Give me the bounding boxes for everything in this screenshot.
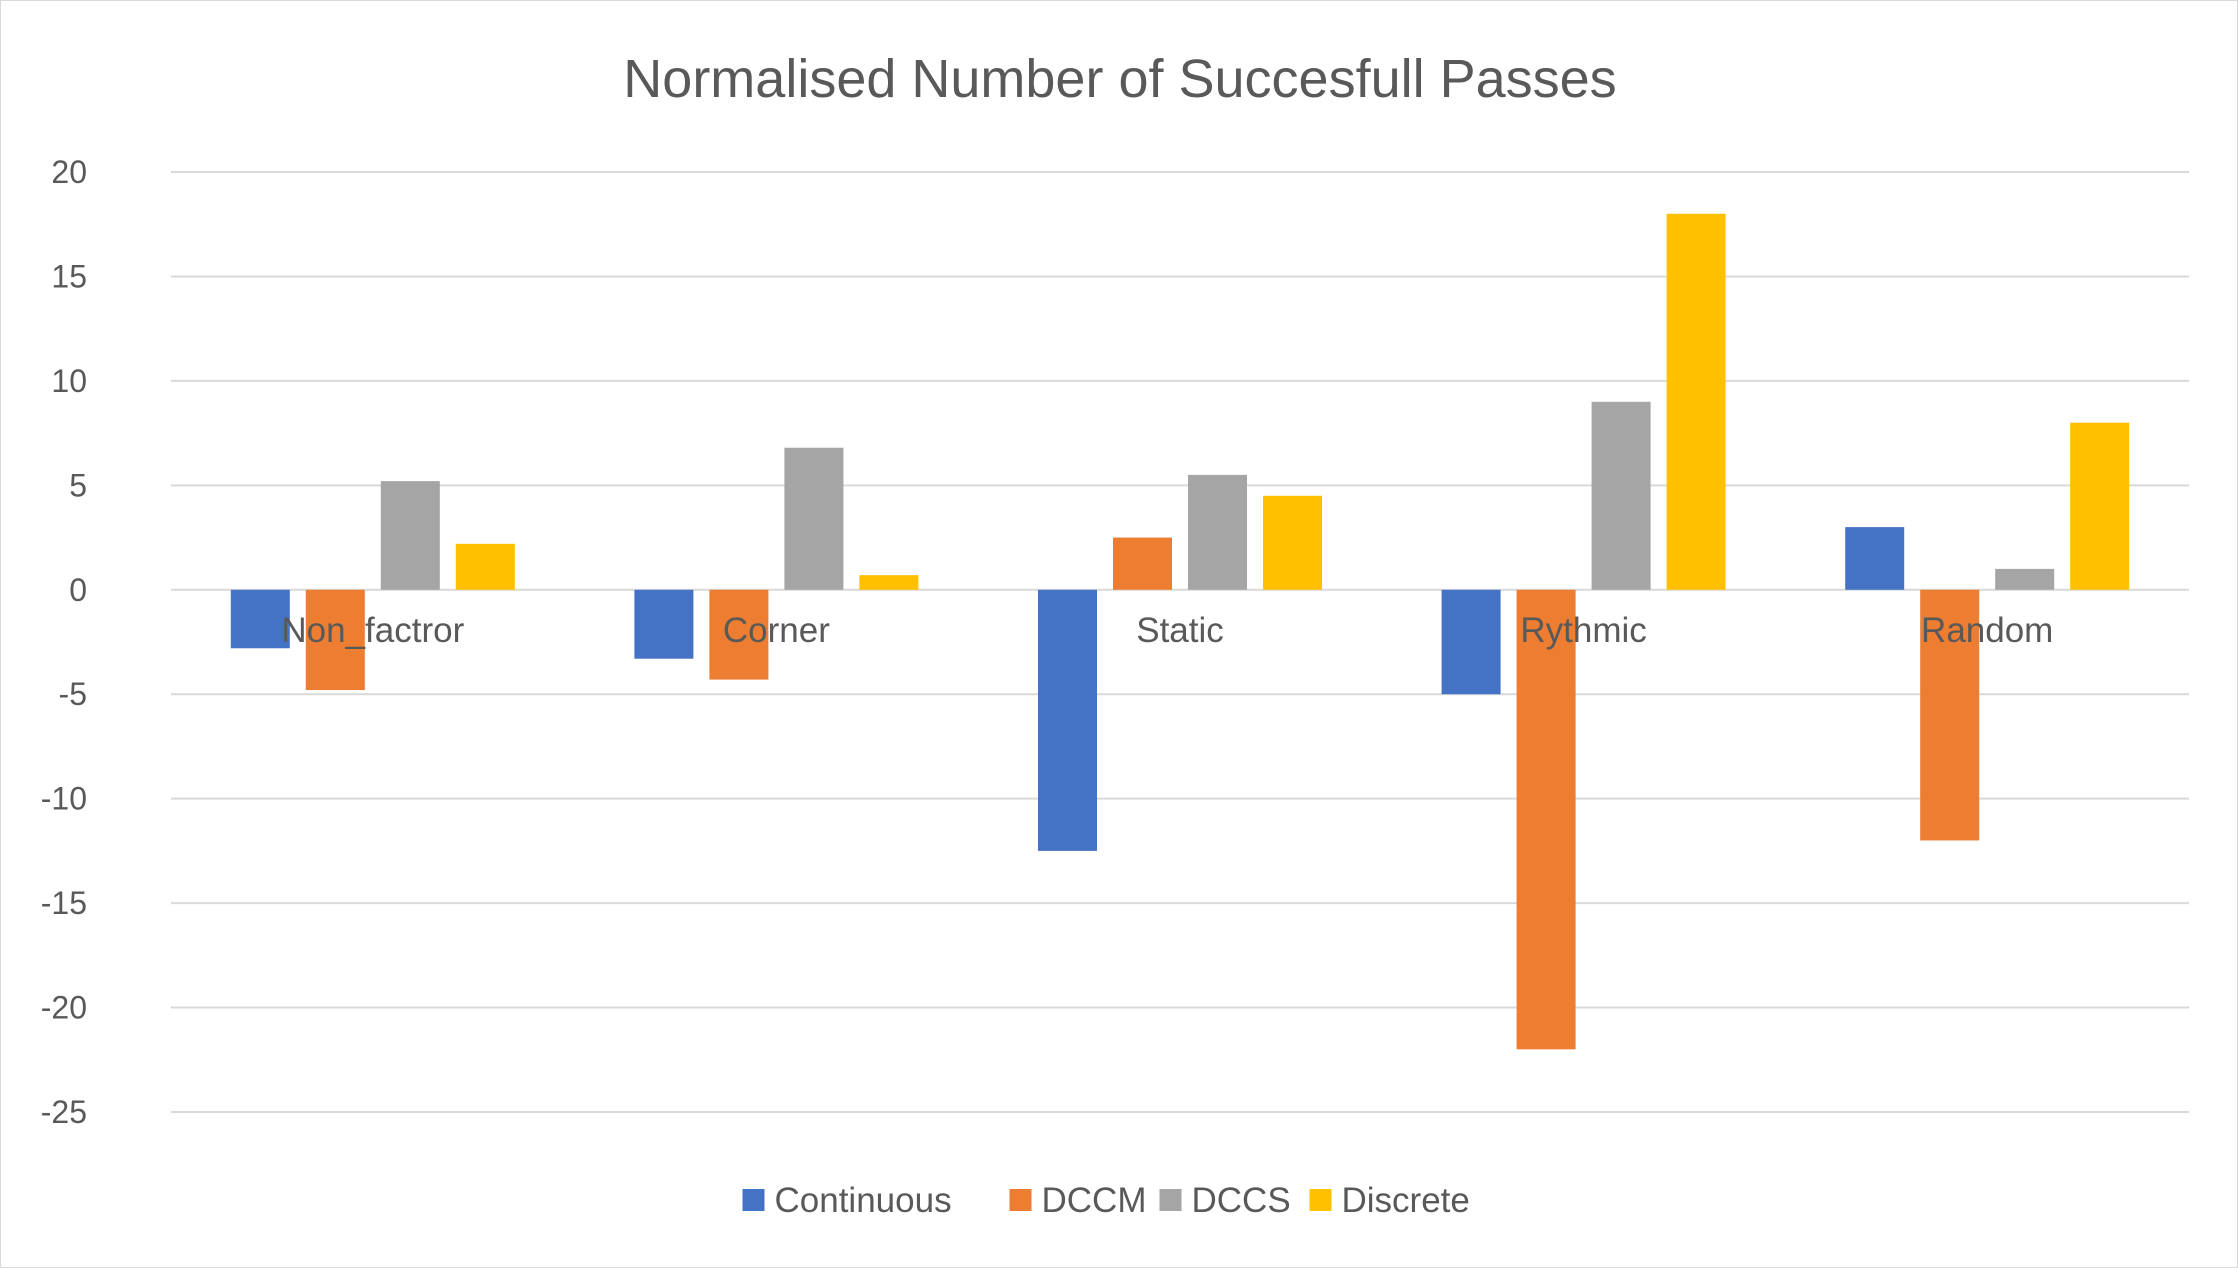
- y-tick-label: -5: [59, 676, 87, 712]
- bar-continuous-random: [1845, 527, 1905, 590]
- category-label: Corner: [723, 611, 830, 650]
- bar-continuous-rythmic: [1441, 589, 1501, 695]
- bar-dccs-rythmic: [1591, 401, 1651, 590]
- category-label: Non_factror: [281, 611, 464, 650]
- legend-label-dccm: DCCM: [1042, 1181, 1147, 1220]
- bar-dccs-random: [1995, 568, 2055, 590]
- bar-dccm-static: [1113, 537, 1172, 590]
- bar-discrete-non_factror: [455, 543, 515, 590]
- legend-label-dccs: DCCS: [1192, 1181, 1291, 1220]
- bar-discrete-corner: [859, 575, 919, 590]
- chart-title: Normalised Number of Succesfull Passes: [623, 49, 1616, 109]
- y-tick-label: -15: [41, 885, 87, 921]
- bar-discrete-rythmic: [1666, 213, 1726, 590]
- bar-dccm-rythmic: [1516, 589, 1576, 1050]
- y-axis-tick-labels: 20 15 10 5 0 -5 -10 -15 -20 -25: [41, 154, 87, 1130]
- bar-dccm-random: [1920, 589, 1980, 841]
- bars: [230, 213, 2130, 1050]
- y-tick-label: -10: [41, 781, 87, 817]
- legend-swatch-dccs: [1159, 1189, 1182, 1211]
- category-label: Static: [1136, 611, 1224, 650]
- legend-label-discrete: Discrete: [1342, 1181, 1470, 1220]
- bar-continuous-corner: [634, 589, 694, 659]
- gridlines: [171, 171, 2189, 1113]
- bar-dccs-corner: [784, 447, 844, 590]
- bar-continuous-static: [1038, 589, 1097, 851]
- bar-dccm-non_factror: [305, 589, 365, 691]
- y-tick-label: -20: [41, 990, 87, 1026]
- category-label: Rythmic: [1520, 611, 1646, 650]
- category-labels: Non_factror Corner Static Rythmic Random: [281, 611, 2053, 650]
- legend-label-continuous: Continuous: [775, 1181, 952, 1220]
- legend: Continuous DCCM DCCS Discrete: [742, 1181, 1470, 1220]
- y-tick-label: 10: [51, 363, 87, 399]
- y-tick-label: 15: [51, 258, 87, 294]
- bar-dccs-static: [1188, 474, 1247, 590]
- bar-dccm-corner: [709, 589, 769, 680]
- legend-swatch-discrete: [1309, 1189, 1332, 1211]
- y-tick-label: 0: [69, 572, 87, 608]
- bar-continuous-non_factror: [230, 589, 290, 649]
- bar-dccs-non_factror: [380, 481, 440, 590]
- y-tick-label: 5: [69, 467, 87, 503]
- bar-discrete-random: [2070, 422, 2130, 590]
- category-label: Random: [1921, 611, 2053, 650]
- y-tick-label: 20: [51, 154, 87, 190]
- legend-swatch-dccm: [1009, 1189, 1032, 1211]
- y-tick-label: -25: [41, 1094, 87, 1130]
- legend-swatch-continuous: [742, 1189, 765, 1211]
- bar-discrete-static: [1263, 495, 1322, 590]
